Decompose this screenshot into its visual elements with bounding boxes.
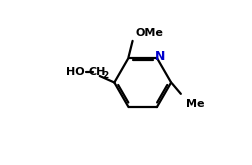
Text: Me: Me <box>185 99 203 109</box>
Text: N: N <box>154 50 164 63</box>
Text: OMe: OMe <box>135 28 162 38</box>
Text: 2: 2 <box>102 71 108 80</box>
Text: HO: HO <box>66 67 84 77</box>
Text: CH: CH <box>88 67 106 77</box>
